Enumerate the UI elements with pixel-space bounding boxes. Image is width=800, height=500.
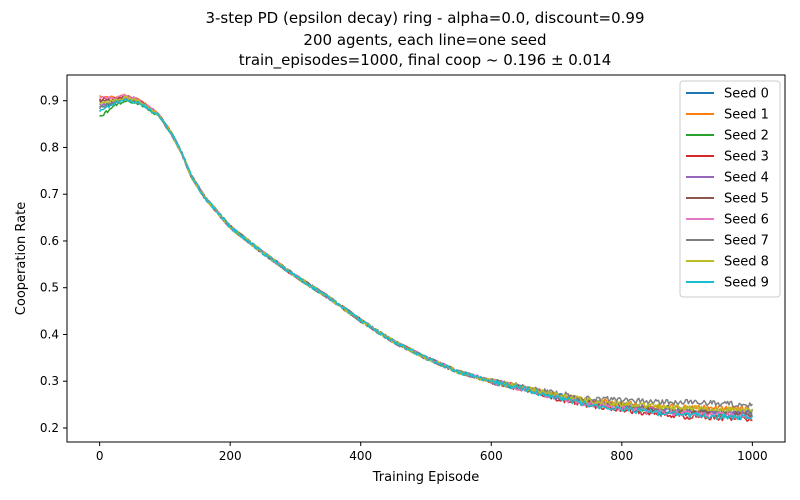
y-tick-label: 0.3 — [40, 374, 59, 388]
legend-label-0: Seed 0 — [724, 87, 769, 102]
x-tick-label: 800 — [610, 449, 633, 463]
legend-label-4: Seed 4 — [724, 171, 769, 186]
series-line-7 — [98, 97, 753, 408]
y-tick-label: 0.7 — [40, 187, 59, 201]
series-line-0 — [99, 97, 754, 415]
y-tick-label: 0.6 — [40, 234, 59, 248]
y-tick-label: 0.5 — [40, 281, 59, 295]
series-lines — [98, 93, 754, 422]
x-tick-label: 0 — [96, 449, 104, 463]
series-line-4 — [99, 97, 753, 417]
series-line-5 — [98, 95, 753, 419]
x-tick-label: 600 — [480, 449, 503, 463]
axis-ticks: 0 200 400 600 800 1000 0.2 0.3 0.4 0.5 0.6 0.7 0.8 0.… — [40, 94, 768, 463]
x-axis-label: Training Episode — [372, 470, 479, 485]
legend: Seed 0 Seed 1 Seed 2 Seed 3 Seed 4 Seed 5 Seed… — [679, 80, 781, 298]
legend-label-7: Seed 7 — [724, 234, 769, 249]
legend-label-2: Seed 2 — [724, 129, 769, 144]
legend-label-1: Seed 1 — [724, 108, 769, 123]
y-tick-label: 0.4 — [40, 327, 59, 341]
y-axis-label: Cooperation Rate — [14, 202, 29, 315]
chart-title-line-2: 200 agents, each line=one seed — [303, 31, 547, 49]
legend-label-5: Seed 5 — [724, 192, 769, 207]
y-tick-label: 0.8 — [40, 140, 59, 154]
x-tick-label: 400 — [349, 449, 372, 463]
legend-label-6: Seed 6 — [724, 213, 769, 228]
chart-title-line-1: 3-step PD (epsilon decay) ring - alpha=0… — [205, 9, 645, 27]
legend-label-8: Seed 8 — [724, 255, 769, 270]
y-tick-label: 0.9 — [40, 94, 59, 108]
chart-title-line-3: train_episodes=1000, final coop ~ 0.196 … — [238, 51, 612, 69]
series-line-6 — [99, 94, 753, 420]
series-line-2 — [99, 99, 753, 417]
legend-label-3: Seed 3 — [724, 150, 769, 165]
legend-label-9: Seed 9 — [724, 276, 769, 291]
x-tick-label: 1000 — [737, 449, 768, 463]
series-line-1 — [99, 93, 753, 413]
series-line-3 — [98, 95, 753, 422]
axes-frame — [66, 74, 786, 443]
x-tick-label: 200 — [219, 449, 242, 463]
series-line-8 — [99, 95, 754, 413]
series-line-9 — [98, 98, 754, 421]
y-tick-label: 0.2 — [40, 421, 59, 435]
